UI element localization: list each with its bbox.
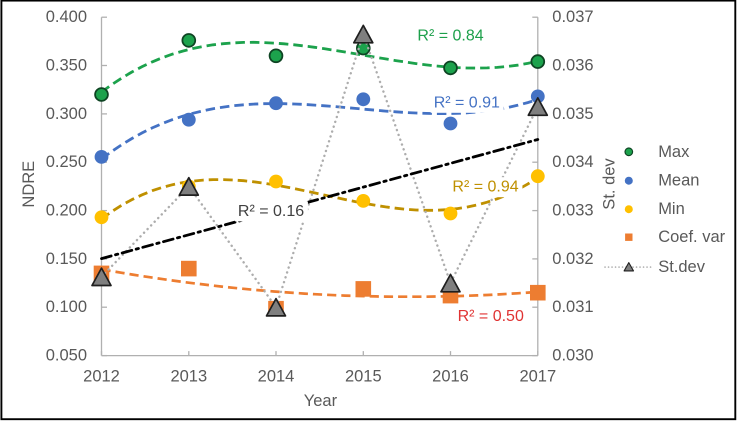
svg-text:0.250: 0.250 (46, 153, 87, 171)
svg-text:Year: Year (304, 392, 338, 410)
svg-text:NDRE: NDRE (20, 161, 38, 208)
svg-text:0.037: 0.037 (552, 8, 593, 26)
svg-text:R² = 0.91: R² = 0.91 (434, 94, 500, 111)
svg-text:2015: 2015 (345, 368, 382, 386)
svg-text:Max: Max (658, 143, 690, 161)
svg-text:Min: Min (658, 200, 685, 218)
svg-text:0.033: 0.033 (552, 202, 593, 220)
svg-text:2013: 2013 (170, 368, 207, 386)
svg-text:0.035: 0.035 (552, 105, 593, 123)
svg-text:St.dev: St.dev (658, 258, 706, 276)
svg-text:0.200: 0.200 (46, 202, 87, 220)
svg-text:2012: 2012 (83, 368, 120, 386)
svg-text:Coef. var: Coef. var (658, 228, 725, 246)
svg-text:2016: 2016 (432, 368, 469, 386)
svg-text:0.031: 0.031 (552, 298, 593, 316)
svg-text:R² = 0.94: R² = 0.94 (452, 179, 518, 196)
svg-text:0.050: 0.050 (46, 347, 87, 365)
svg-text:0.034: 0.034 (552, 153, 593, 171)
svg-text:2017: 2017 (519, 368, 556, 386)
svg-text:0.100: 0.100 (46, 298, 87, 316)
svg-text:R² = 0.50: R² = 0.50 (458, 308, 524, 325)
svg-text:0.350: 0.350 (46, 57, 87, 75)
svg-text:0.030: 0.030 (552, 347, 593, 365)
svg-text:R² = 0.84: R² = 0.84 (417, 27, 483, 44)
svg-text:Mean: Mean (658, 172, 699, 190)
svg-text:0.036: 0.036 (552, 57, 593, 75)
svg-text:0.300: 0.300 (46, 105, 87, 123)
svg-text:0.032: 0.032 (552, 250, 593, 268)
svg-text:0.150: 0.150 (46, 250, 87, 268)
svg-text:R² = 0.16: R² = 0.16 (238, 203, 304, 220)
svg-text:2014: 2014 (258, 368, 295, 386)
svg-text:St. dev: St. dev (601, 158, 619, 210)
svg-text:0.400: 0.400 (46, 8, 87, 26)
